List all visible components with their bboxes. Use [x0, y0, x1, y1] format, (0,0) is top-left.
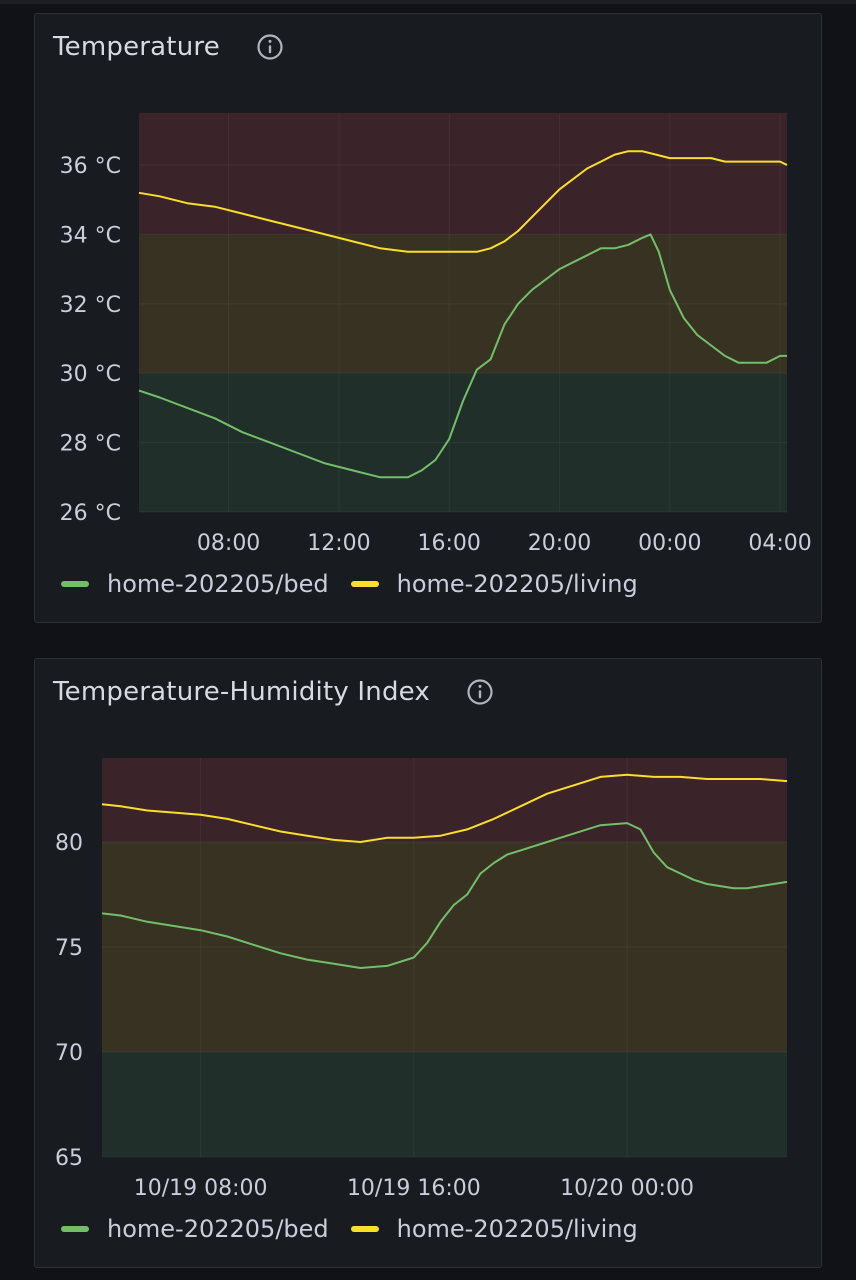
threshold-band-yellow	[139, 234, 787, 374]
legend-label-living: home-202205/living	[396, 1215, 638, 1243]
threshold-band-red	[102, 758, 787, 842]
threshold-band-green	[102, 1052, 787, 1157]
series-line-bed[interactable]	[101, 822, 788, 969]
threshold-band-green	[139, 373, 787, 512]
y-tick-label: 75	[55, 936, 83, 961]
y-tick-label: 32 °C	[60, 293, 121, 318]
y-tick-label: 65	[55, 1146, 83, 1171]
x-tick-label: 12:00	[307, 531, 370, 556]
legend-swatch-living	[350, 581, 379, 587]
y-tick-label: 26 °C	[60, 501, 121, 526]
thi-panel: Temperature-Humidity Index 65 70 75 80 10/19…	[34, 658, 822, 1268]
thi-chart[interactable]: 65 70 75 80 10/19 08:00 10/19 16:00 10/20 00:0…	[35, 659, 823, 1219]
legend-item-bed[interactable]: home-202205/bed	[61, 570, 329, 598]
x-tick-label: 20:00	[528, 531, 591, 556]
x-tick-label: 00:00	[638, 531, 701, 556]
legend-item-living[interactable]: home-202205/living	[350, 1215, 638, 1243]
x-tick-label: 10/19 16:00	[347, 1176, 481, 1201]
info-circle-icon[interactable]	[256, 33, 284, 61]
y-tick-label: 30 °C	[60, 362, 121, 387]
chart-legend: home-202205/bed home-202205/living	[61, 570, 660, 598]
top-edge	[0, 0, 856, 4]
legend-swatch-bed	[61, 1226, 89, 1232]
y-tick-label: 70	[55, 1041, 83, 1066]
panel-header: Temperature	[53, 32, 284, 62]
legend-label-living: home-202205/living	[396, 570, 638, 598]
threshold-band-red	[139, 113, 787, 235]
threshold-band-yellow	[102, 842, 787, 1052]
y-tick-label: 28 °C	[60, 432, 121, 457]
info-circle-icon[interactable]	[466, 678, 494, 706]
series-line-bed[interactable]	[138, 233, 787, 479]
series-line-living[interactable]	[101, 773, 788, 843]
chart-legend: home-202205/bed home-202205/living	[61, 1215, 660, 1243]
panel-title: Temperature-Humidity Index	[53, 677, 431, 707]
x-tick-label: 08:00	[197, 531, 260, 556]
y-tick-label: 36 °C	[60, 154, 121, 179]
x-tick-label: 10/19 08:00	[134, 1176, 268, 1201]
x-tick-label: 10/20 00:00	[560, 1176, 694, 1201]
x-tick-label: 04:00	[748, 531, 811, 556]
temperature-panel: Temperature 26 °C 28 °C 30 °C 32 °C 34 °C 36 …	[34, 13, 822, 623]
legend-swatch-living	[350, 1226, 379, 1232]
y-tick-label: 80	[55, 831, 83, 856]
y-tick-label: 34 °C	[60, 223, 121, 248]
temperature-chart[interactable]: 26 °C 28 °C 30 °C 32 °C 34 °C 36 °C 08:00 12:00…	[35, 14, 823, 574]
panel-header: Temperature-Humidity Index	[53, 677, 494, 707]
legend-item-living[interactable]: home-202205/living	[350, 570, 638, 598]
legend-label-bed: home-202205/bed	[107, 570, 329, 598]
panel-title: Temperature	[53, 32, 220, 62]
legend-item-bed[interactable]: home-202205/bed	[61, 1215, 329, 1243]
legend-swatch-bed	[61, 581, 89, 587]
legend-label-bed: home-202205/bed	[107, 1215, 329, 1243]
series-line-living[interactable]	[138, 150, 788, 253]
x-tick-label: 16:00	[418, 531, 481, 556]
